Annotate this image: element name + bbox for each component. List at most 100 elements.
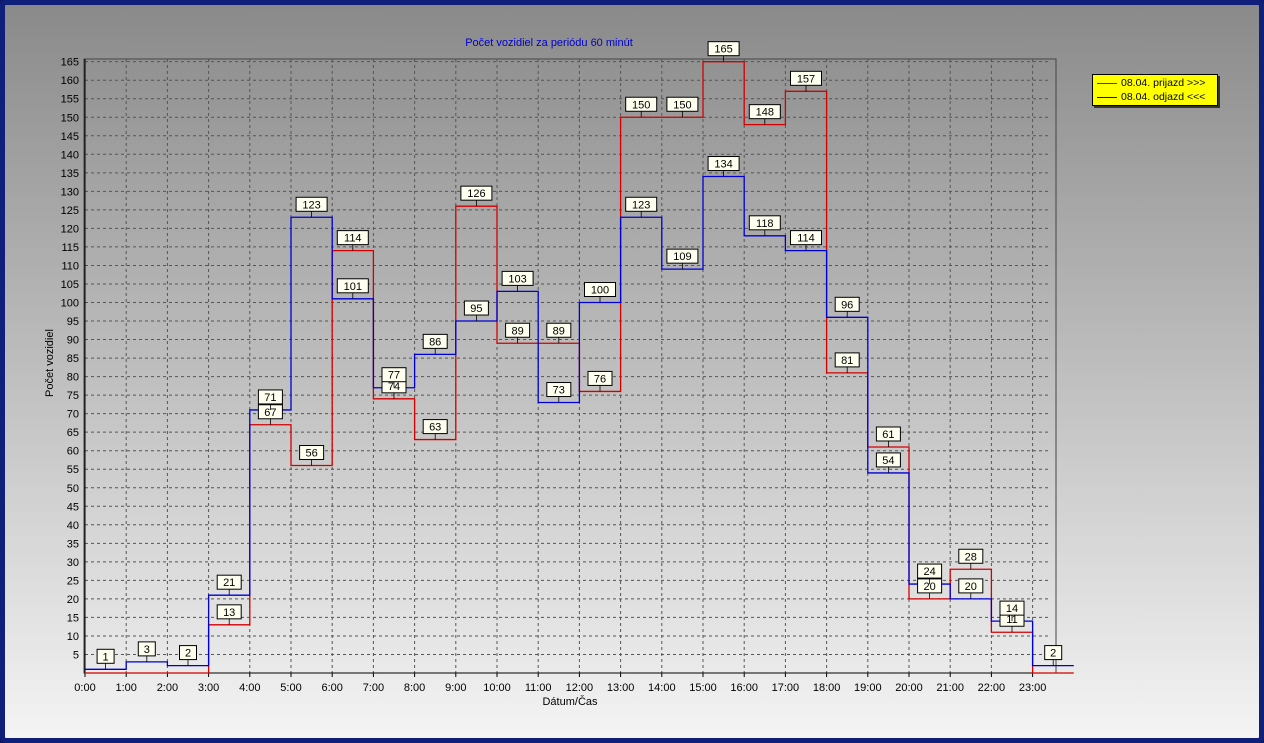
data-label: 126 [460, 185, 493, 207]
data-label: 150 [666, 96, 699, 118]
data-label-box [546, 382, 572, 398]
x-tick-label: 11:00 [525, 682, 552, 694]
y-tick-label: 65 [67, 427, 79, 439]
chart-canvas: Počet vozidiel za periódu 60 minút 51015… [44, 37, 1074, 708]
data-label-box [1044, 645, 1063, 661]
y-tick-label: 105 [61, 279, 79, 291]
data-label: 71 [257, 389, 283, 410]
data-label: 100 [584, 282, 616, 303]
x-tick-label: 16:00 [730, 682, 758, 694]
data-label-text: 126 [467, 188, 485, 200]
data-label-text: 81 [841, 355, 853, 367]
data-label: 24 [917, 563, 943, 585]
data-label-text: 77 [388, 370, 400, 382]
data-label-text: 86 [429, 336, 441, 348]
data-label: 63 [422, 419, 448, 440]
data-label-text: 89 [553, 325, 565, 337]
data-label-box [834, 296, 860, 312]
data-label: 114 [790, 230, 822, 251]
y-tick-label: 155 [61, 94, 79, 106]
data-label-text: 3 [144, 644, 150, 656]
x-tick-label: 14:00 [648, 682, 676, 694]
data-label-box [216, 604, 242, 620]
data-label-text: 89 [511, 325, 523, 337]
data-label-text: 20 [923, 581, 935, 593]
legend: 08.04. prijazd >>> 08.04. odjazd <<< [1092, 74, 1218, 106]
data-label: 118 [748, 215, 781, 236]
data-label-box [790, 70, 822, 86]
x-tick-label: 4:00 [239, 682, 260, 694]
data-label: 96 [834, 296, 860, 318]
y-tick-label: 110 [61, 260, 79, 272]
data-label-box [463, 300, 489, 316]
data-label: 28 [958, 548, 984, 570]
data-label-box [625, 196, 658, 212]
data-label-box [179, 645, 197, 661]
y-tick-label: 115 [61, 242, 79, 254]
y-tick-label: 5 [73, 649, 79, 661]
grid [84, 59, 1051, 673]
x-tick-label: 19:00 [854, 682, 882, 694]
legend-item-departure: 08.04. odjazd <<< [1097, 90, 1205, 104]
y-tick-label: 80 [67, 372, 79, 384]
x-tick-label: 10:00 [483, 682, 511, 694]
y-tick-label: 90 [67, 335, 79, 347]
data-label: 21 [216, 574, 242, 596]
data-label-text: 114 [797, 233, 815, 245]
data-label-box [999, 600, 1025, 616]
x-tick-label: 9:00 [445, 682, 466, 694]
y-tick-label: 95 [67, 316, 79, 328]
data-label-box [422, 333, 448, 349]
data-label-box [707, 41, 740, 57]
data-label-box [666, 248, 699, 264]
data-label-text: 100 [591, 285, 609, 297]
data-label-text: 148 [756, 107, 774, 119]
data-label-text: 1 [103, 651, 109, 663]
data-label: 89 [505, 322, 531, 344]
x-tick-label: 1:00 [115, 682, 136, 694]
data-label: 20 [917, 578, 943, 599]
data-label: 61 [875, 426, 901, 447]
data-label-box [299, 445, 325, 461]
data-label: 134 [707, 156, 740, 177]
data-label-text: 67 [264, 407, 276, 419]
data-label-box [505, 322, 531, 338]
data-label: 20 [958, 578, 984, 599]
data-label-box [257, 389, 283, 405]
data-label-text: 123 [632, 199, 650, 211]
x-tick-label: 23:00 [1019, 682, 1047, 694]
y-tick-label: 20 [67, 594, 79, 606]
data-label-text: 14 [1006, 603, 1018, 615]
data-label-box [381, 367, 407, 383]
legend-swatch [1097, 96, 1117, 98]
data-label-box [216, 574, 242, 590]
x-tick-label: 17:00 [772, 682, 800, 694]
y-tick-label: 70 [67, 409, 79, 421]
data-label: 67 [257, 404, 283, 425]
data-label-box [748, 215, 781, 231]
data-label: 103 [501, 270, 534, 292]
data-label: 89 [546, 322, 572, 344]
data-label-text: 114 [344, 233, 362, 245]
data-label-box [422, 419, 448, 435]
y-tick-label: 40 [67, 520, 79, 532]
data-label-text: 118 [756, 218, 774, 230]
data-label-box [958, 548, 984, 564]
data-label: 81 [834, 352, 860, 373]
x-axis-title: Dátum/Čas [542, 695, 598, 708]
data-label-text: 20 [965, 581, 977, 593]
x-tick-label: 21:00 [936, 682, 964, 694]
data-label-text: 2 [1050, 648, 1056, 660]
y-tick-label: 60 [67, 446, 79, 458]
data-label-text: 157 [797, 73, 815, 85]
data-label-text: 71 [264, 392, 276, 404]
data-label-box [584, 282, 616, 297]
data-label-text: 61 [882, 429, 894, 441]
data-label: 123 [295, 196, 328, 218]
x-tick-label: 20:00 [895, 682, 923, 694]
data-label-box [336, 230, 369, 246]
y-tick-label: 45 [67, 501, 79, 513]
data-label-box [875, 426, 901, 442]
data-label-box [587, 370, 613, 386]
